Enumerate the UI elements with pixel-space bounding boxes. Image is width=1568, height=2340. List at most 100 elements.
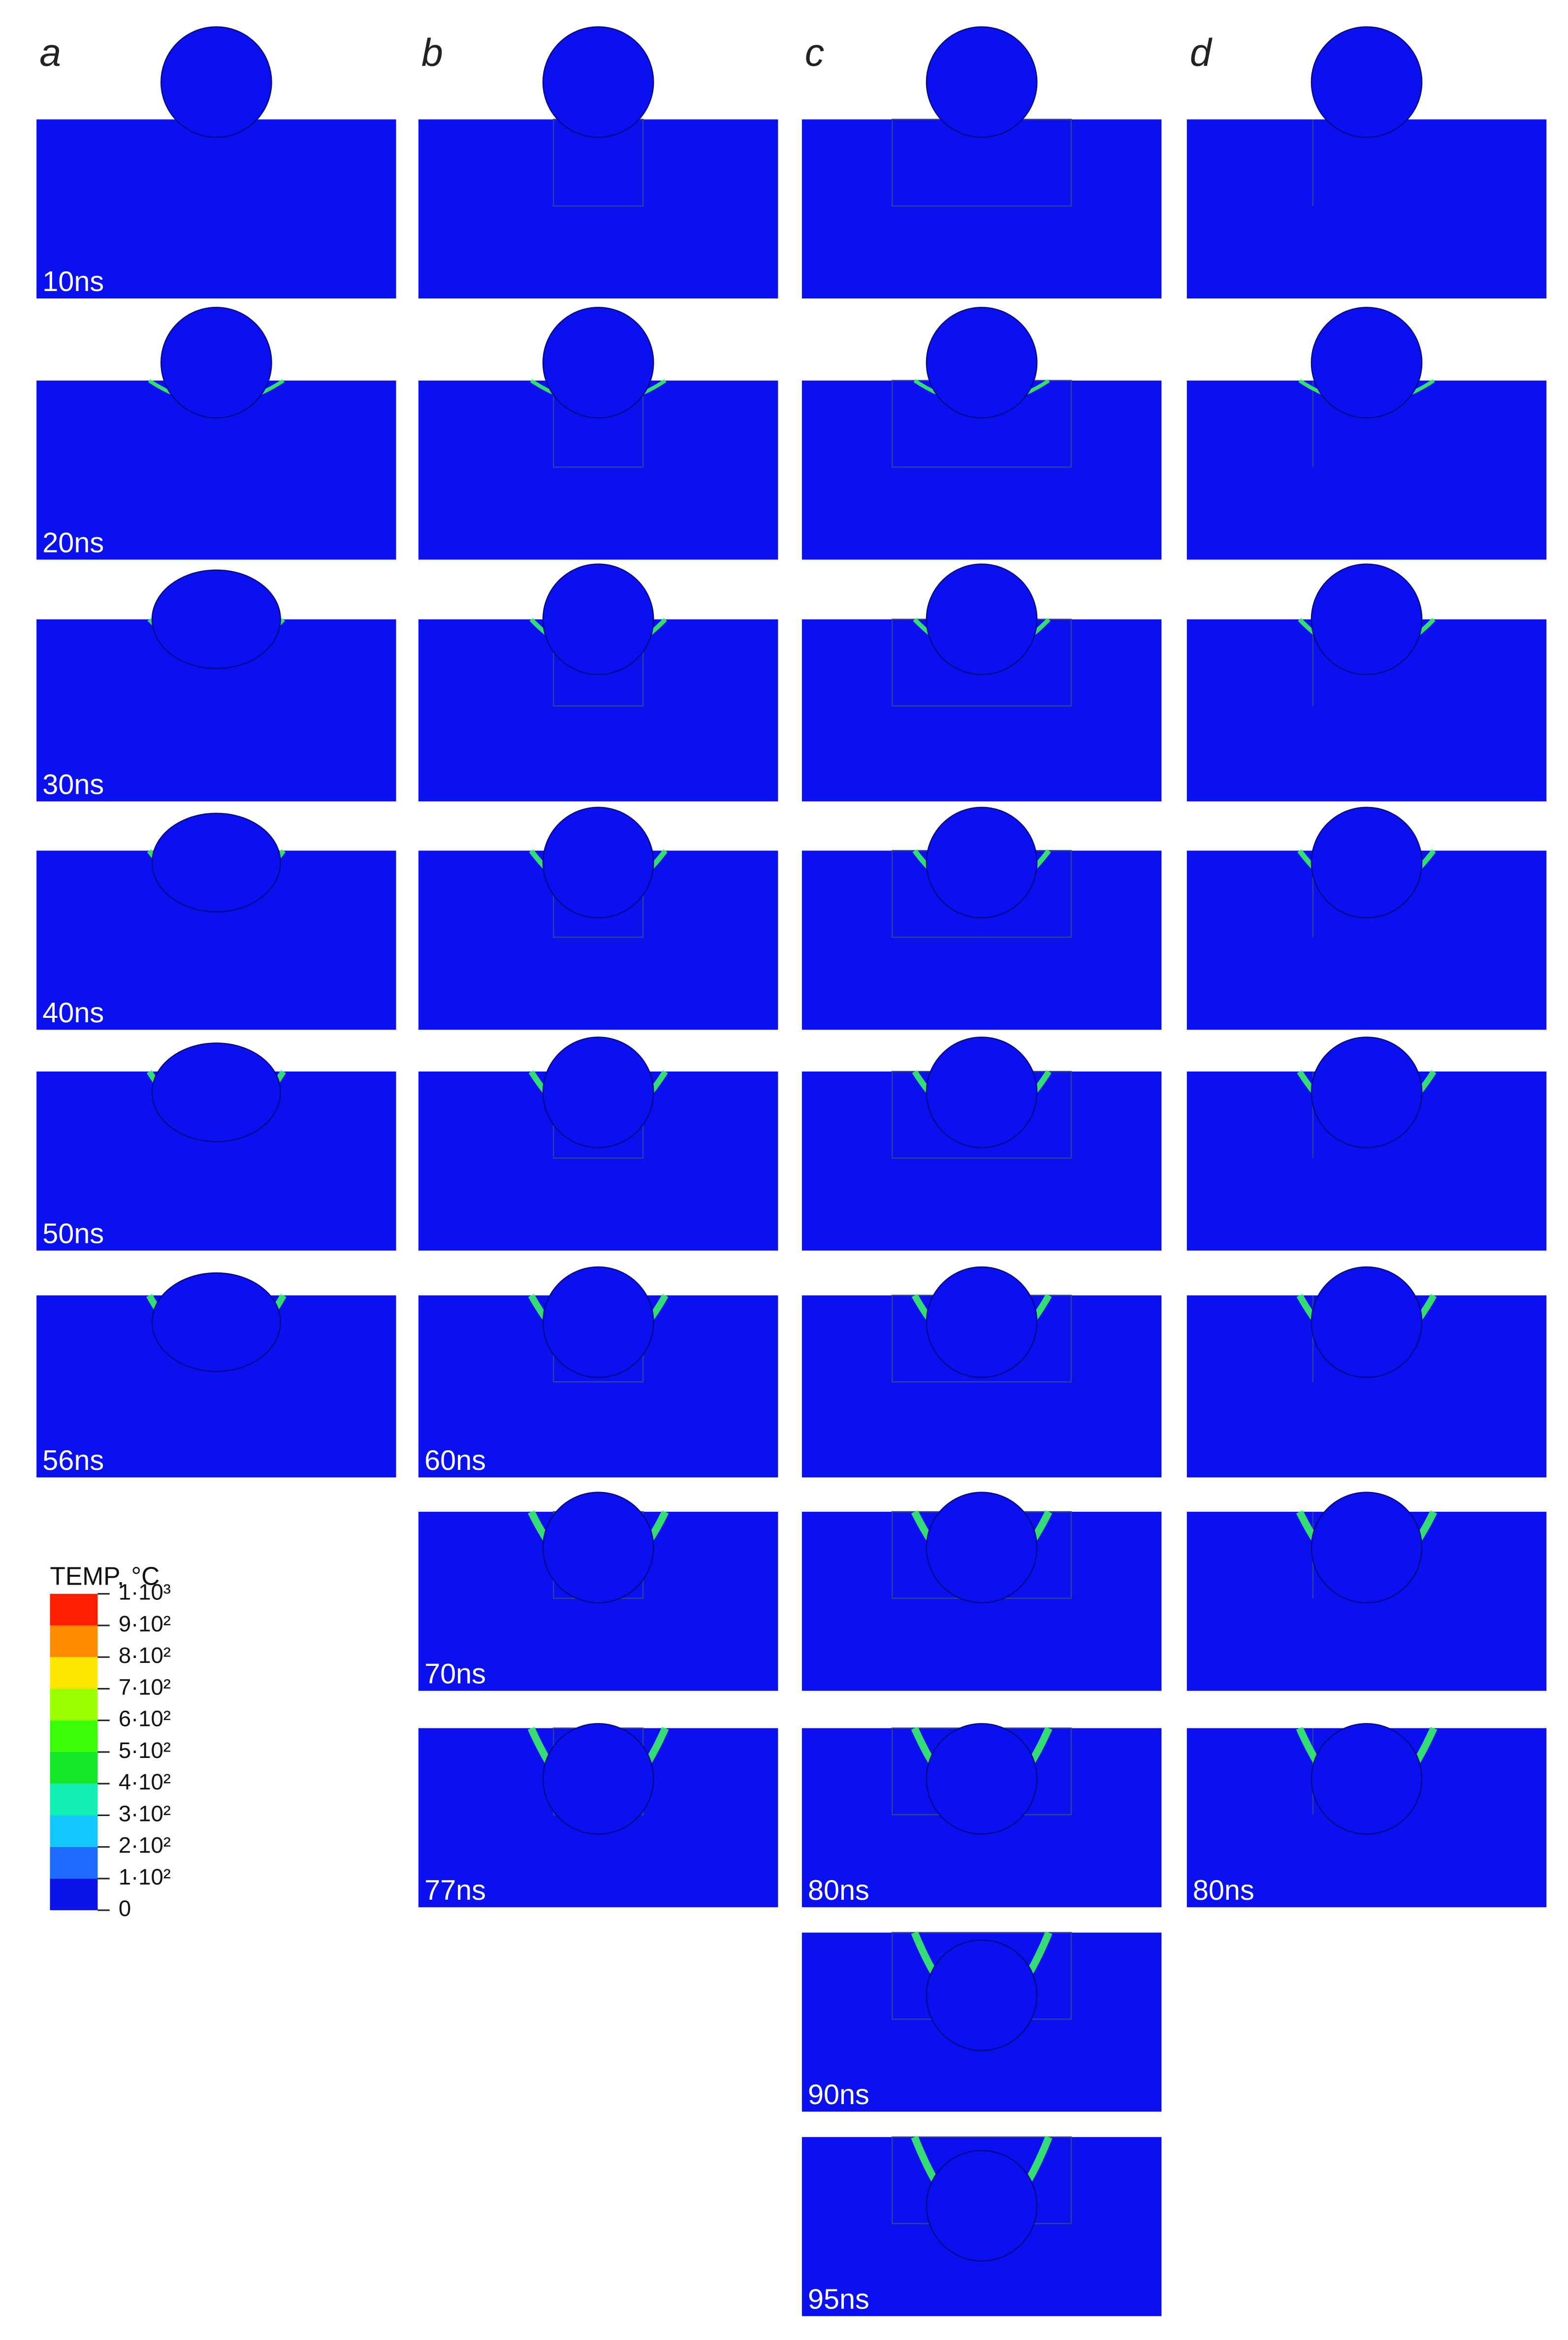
legend-band [50, 1625, 98, 1658]
projectile [926, 307, 1038, 419]
projectile [926, 2149, 1038, 2262]
projectile [1311, 563, 1423, 676]
legend-band [50, 1878, 98, 1911]
time-label: 40ns [42, 997, 104, 1029]
panel [1186, 807, 1547, 1030]
panel: 70ns [418, 1492, 778, 1691]
panel: 10ns [36, 26, 396, 299]
column-letter: a [39, 31, 61, 74]
legend-title: TEMP, °C [50, 1562, 160, 1591]
projectile [542, 1723, 654, 1835]
projectile [151, 1272, 281, 1372]
panel: 60ns [418, 1266, 778, 1478]
projectile [542, 563, 654, 676]
substrate [36, 119, 396, 299]
legend-band [50, 1752, 98, 1784]
column-letter: b [421, 31, 443, 74]
panel: 77ns [418, 1723, 778, 1908]
time-label: 90ns [808, 2079, 869, 2111]
projectile [926, 1492, 1038, 1604]
projectile [1311, 1492, 1423, 1604]
projectile [1311, 1723, 1423, 1835]
panel [1186, 26, 1547, 299]
panel: 50ns [36, 1042, 396, 1251]
panel: 30ns [36, 569, 396, 802]
panel [801, 563, 1162, 802]
legend-tick-label: 5·10² [119, 1738, 171, 1763]
projectile [151, 1042, 281, 1142]
time-label: 50ns [42, 1218, 104, 1250]
time-label: 10ns [42, 266, 104, 297]
substrate [1186, 119, 1547, 299]
panel [1186, 1266, 1547, 1478]
panel [418, 807, 778, 1030]
panel [418, 563, 778, 802]
legend-band [50, 1847, 98, 1879]
projectile [1311, 26, 1423, 138]
panel [1186, 1492, 1547, 1691]
legend-band [50, 1657, 98, 1689]
legend-tick-label: 1·10³ [119, 1580, 171, 1605]
time-label: 80ns [808, 1875, 869, 1906]
projectile [542, 1266, 654, 1378]
legend-band [50, 1784, 98, 1816]
legend-tick-label: 9·10² [119, 1611, 171, 1636]
projectile [1311, 307, 1423, 419]
panel: 40ns [36, 812, 396, 1030]
projectile [1311, 1037, 1423, 1148]
panel [418, 307, 778, 560]
projectile [926, 1939, 1038, 2051]
legend-tick-label: 0 [119, 1896, 131, 1921]
legend-band [50, 1720, 98, 1752]
column-letter: c [805, 31, 824, 74]
legend-band [50, 1689, 98, 1721]
panel [801, 26, 1162, 299]
time-label: 80ns [1193, 1875, 1254, 1906]
time-label: 30ns [42, 769, 104, 800]
legend-band [50, 1593, 98, 1625]
legend-tick-label: 4·10² [119, 1769, 171, 1794]
column-letter: d [1190, 31, 1213, 74]
projectile [160, 26, 272, 138]
substrate [418, 119, 778, 299]
substrate [801, 119, 1162, 299]
projectile [926, 26, 1038, 138]
panel [1186, 307, 1547, 560]
projectile [151, 569, 281, 669]
time-label: 56ns [42, 1445, 104, 1476]
time-label: 20ns [42, 527, 104, 558]
panel: 80ns [801, 1723, 1162, 1908]
panel [801, 807, 1162, 1030]
projectile [542, 1492, 654, 1604]
panel [801, 307, 1162, 560]
panel [418, 26, 778, 299]
panel: 56ns [36, 1272, 396, 1478]
panel [418, 1037, 778, 1251]
projectile [151, 812, 281, 912]
time-label: 60ns [424, 1445, 486, 1476]
legend-tick-label: 7·10² [119, 1674, 171, 1699]
legend-tick-label: 1·10² [119, 1864, 171, 1889]
projectile [1311, 807, 1423, 919]
projectile [542, 807, 654, 919]
projectile [160, 307, 272, 419]
projectile [926, 1037, 1038, 1148]
time-label: 70ns [424, 1658, 486, 1690]
panel [801, 1037, 1162, 1251]
projectile [542, 1037, 654, 1148]
legend-tick-label: 8·10² [119, 1643, 171, 1668]
panel: 20ns [36, 307, 396, 560]
legend-tick-label: 3·10² [119, 1801, 171, 1826]
projectile [926, 807, 1038, 919]
legend-tick-label: 2·10² [119, 1833, 171, 1858]
time-label: 77ns [424, 1875, 486, 1906]
projectile [926, 563, 1038, 676]
panel [801, 1492, 1162, 1691]
projectile [1311, 1266, 1423, 1378]
panel [1186, 1037, 1547, 1251]
projectile [542, 26, 654, 138]
legend-tick-label: 6·10² [119, 1706, 171, 1731]
panel [801, 1266, 1162, 1478]
